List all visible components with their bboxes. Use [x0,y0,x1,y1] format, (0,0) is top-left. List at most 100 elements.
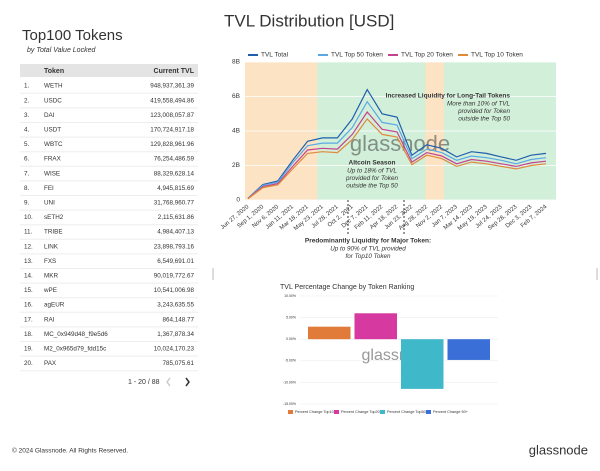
token-name: USDT [44,126,61,133]
token-name: FXS [44,258,56,265]
annotation-title: Increased Liquidity for Long-Tail Tokens [386,93,511,100]
token-name: DAI [44,112,55,119]
row-index: 20. [24,360,33,367]
annotation-text: Up to 90% of TVL provided [330,246,406,253]
tvl-value: 76,254,486.59 [154,156,195,163]
token-name: FRAX [44,156,62,163]
prev-page[interactable] [166,377,171,387]
tvl-value: 123,008,057.87 [150,112,194,119]
row-index: 13. [24,258,33,265]
legend-label: Percent Change Top20 [341,410,380,414]
series-line [247,88,547,199]
y-tick-label: 8B [232,59,240,66]
tvl-value: 88,329,628.14 [154,170,195,177]
tvl-value: 864,148.77 [162,316,194,323]
annotation-text: Up to 18% of TVL [347,168,397,175]
y-tick-label: -5.00% [285,359,296,363]
legend-label: Percent Change 50+ [433,410,469,414]
y-tick-label: 6B [232,93,240,100]
token-name: WETH [44,83,63,90]
y-tick-label: -15.00% [283,402,296,406]
series-line [247,100,547,199]
row-index: 4. [24,126,30,133]
y-tick-label: 4B [232,128,240,135]
tvl-value: 419,558,494.86 [150,97,194,104]
legend-swatch [288,410,293,414]
row-index: 8. [24,185,30,192]
tvl-value: 23,898,793.16 [154,243,195,250]
bar [447,339,490,360]
token-name: M2_0x965d79_fdd15c [44,345,106,352]
row-index: 17. [24,316,33,323]
tvl-value: 129,828,961.96 [150,141,194,148]
chart-title: TVL Distribution [USD] [224,11,394,30]
token-name: TRIBE [44,229,63,236]
token-name: WBTC [44,141,63,148]
pagination: 1 - 20 / 88 [128,379,160,386]
next-page[interactable] [185,377,190,387]
y-tick-label: -10.00% [283,380,296,384]
column-header: Current TVL [154,68,195,75]
series-line [247,117,547,200]
row-index: 9. [24,199,30,206]
row-index: 6. [24,156,30,163]
legend-label: TVL Total [261,52,289,59]
legend-label: Percent Change Top10 [295,410,334,414]
token-name: FEI [44,185,54,192]
legend-swatch [426,410,431,414]
row-index: 12. [24,243,33,250]
token-name: UNI [44,199,55,206]
legend-label: TVL Top 20 Token [401,52,453,59]
tvl-value: 6,549,691.01 [157,258,194,265]
row-index: 11. [24,229,33,236]
row-index: 7. [24,170,30,177]
legend-label: TVL Top 50 Token [331,52,383,59]
token-name: agEUR [44,302,65,309]
token-name: USDC [44,97,62,104]
row-index: 19. [24,345,33,352]
token-name: wPE [43,287,57,294]
y-tick-label: 0.00% [286,337,296,341]
token-name: LINK [44,243,59,250]
annotation-title: Altcoin Season [349,160,396,167]
series-line [247,111,547,200]
tvl-value: 3,243,635.55 [157,302,194,309]
tvl-value: 2,115,631.86 [158,214,195,221]
tvl-value: 4,984,407.13 [157,229,194,236]
token-name: RAI [44,316,55,323]
tvl-value: 31,768,960.77 [154,199,195,206]
y-tick-label: 2B [232,162,240,169]
legend-label: Percent Change Top50 [387,410,426,414]
table-subtitle: by Total Value Locked [27,47,96,54]
row-index: 1. [24,83,30,90]
bar [354,313,397,340]
annotation-text: provided for Token [457,108,510,115]
annotation-title: Predominantly Liquidity for Major Token: [305,238,431,245]
tvl-value: 10,541,006.98 [154,287,195,294]
copyright: © 2024 Glassnode. All Rights Reserved. [12,447,128,455]
tvl-value: 948,937,361.39 [150,83,194,90]
row-index: 16. [24,302,33,309]
tvl-value: 90,019,772.67 [154,272,195,279]
annotation-text: outside the Top 50 [458,116,510,123]
chart-title: TVL Percentage Change by Token Ranking [280,284,414,291]
logo: glassnode [529,442,588,457]
legend-swatch [380,410,385,414]
row-index: 14. [24,272,33,279]
annotation-text: provided for Token [345,175,398,182]
annotation-text: More than 10% of TVL [447,101,511,108]
row-index: 5. [24,141,30,148]
table-header-bg [20,64,198,77]
annotation-text: outside the Top 50 [346,183,398,190]
tvl-value: 10,024,170.23 [154,345,195,352]
column-header: Token [44,68,64,75]
token-name: WISE [44,170,60,177]
row-index: 15. [24,287,33,294]
row-index: 10. [24,214,33,221]
y-tick-label: 0 [236,197,240,204]
row-index: 2. [24,97,30,104]
token-name: PAX [44,360,57,367]
bar [308,326,351,340]
tvl-value: 1,367,878.34 [157,331,194,338]
